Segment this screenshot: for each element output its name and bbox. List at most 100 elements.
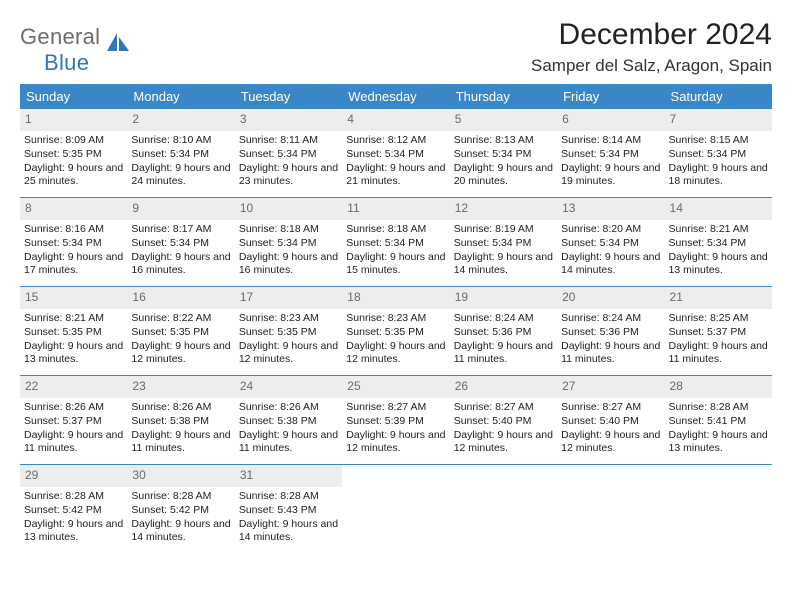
daylight-line: Daylight: 9 hours and 11 minutes. [669, 340, 768, 368]
sunrise-line: Sunrise: 8:28 AM [239, 490, 338, 504]
daylight-line: Daylight: 9 hours and 14 minutes. [239, 518, 338, 546]
sunset-line: Sunset: 5:35 PM [131, 326, 230, 340]
sunrise-line: Sunrise: 8:27 AM [561, 401, 660, 415]
day-number: 31 [235, 465, 342, 487]
sunset-line: Sunset: 5:34 PM [561, 237, 660, 251]
daylight-line: Daylight: 9 hours and 12 minutes. [131, 340, 230, 368]
dow-row: SundayMondayTuesdayWednesdayThursdayFrid… [20, 84, 772, 109]
day-number: 28 [665, 376, 772, 398]
day-number: 8 [20, 198, 127, 220]
sunset-line: Sunset: 5:38 PM [131, 415, 230, 429]
daylight-line: Daylight: 9 hours and 12 minutes. [454, 429, 553, 457]
daylight-line: Daylight: 9 hours and 14 minutes. [454, 251, 553, 279]
day-number: 23 [127, 376, 234, 398]
location: Samper del Salz, Aragon, Spain [531, 56, 772, 76]
sunset-line: Sunset: 5:34 PM [669, 237, 768, 251]
sunset-line: Sunset: 5:35 PM [24, 326, 123, 340]
sunrise-line: Sunrise: 8:23 AM [346, 312, 445, 326]
day-number: 25 [342, 376, 449, 398]
day-cell: 16Sunrise: 8:22 AMSunset: 5:35 PMDayligh… [127, 287, 234, 375]
daylight-line: Daylight: 9 hours and 14 minutes. [561, 251, 660, 279]
day-cell: 15Sunrise: 8:21 AMSunset: 5:35 PMDayligh… [20, 287, 127, 375]
day-cell: 31Sunrise: 8:28 AMSunset: 5:43 PMDayligh… [235, 465, 342, 553]
day-cell: 2Sunrise: 8:10 AMSunset: 5:34 PMDaylight… [127, 109, 234, 197]
daylight-line: Daylight: 9 hours and 18 minutes. [669, 162, 768, 190]
sunrise-line: Sunrise: 8:26 AM [239, 401, 338, 415]
sunset-line: Sunset: 5:36 PM [454, 326, 553, 340]
day-cell-empty [557, 465, 664, 553]
sunset-line: Sunset: 5:40 PM [561, 415, 660, 429]
dow-monday: Monday [127, 84, 234, 109]
sunset-line: Sunset: 5:34 PM [131, 148, 230, 162]
sunset-line: Sunset: 5:34 PM [346, 237, 445, 251]
day-cell: 8Sunrise: 8:16 AMSunset: 5:34 PMDaylight… [20, 198, 127, 286]
sunset-line: Sunset: 5:34 PM [669, 148, 768, 162]
sunset-line: Sunset: 5:34 PM [131, 237, 230, 251]
sunrise-line: Sunrise: 8:24 AM [561, 312, 660, 326]
day-cell: 27Sunrise: 8:27 AMSunset: 5:40 PMDayligh… [557, 376, 664, 464]
daylight-line: Daylight: 9 hours and 16 minutes. [131, 251, 230, 279]
daylight-line: Daylight: 9 hours and 23 minutes. [239, 162, 338, 190]
daylight-line: Daylight: 9 hours and 16 minutes. [239, 251, 338, 279]
day-number: 22 [20, 376, 127, 398]
day-number: 24 [235, 376, 342, 398]
sunrise-line: Sunrise: 8:11 AM [239, 134, 338, 148]
sunset-line: Sunset: 5:34 PM [561, 148, 660, 162]
sunset-line: Sunset: 5:40 PM [454, 415, 553, 429]
day-cell: 21Sunrise: 8:25 AMSunset: 5:37 PMDayligh… [665, 287, 772, 375]
sunset-line: Sunset: 5:35 PM [24, 148, 123, 162]
day-number: 1 [20, 109, 127, 131]
sunset-line: Sunset: 5:35 PM [346, 326, 445, 340]
week-row: 1Sunrise: 8:09 AMSunset: 5:35 PMDaylight… [20, 109, 772, 198]
sunrise-line: Sunrise: 8:28 AM [131, 490, 230, 504]
dow-sunday: Sunday [20, 84, 127, 109]
day-cell: 10 Sunrise: 8:18 AMSunset: 5:34 PMDayligh… [235, 198, 342, 286]
sunrise-line: Sunrise: 8:18 AM [239, 223, 338, 237]
sail-icon [105, 31, 131, 58]
day-number: 5 [450, 109, 557, 131]
day-number: 9 [127, 198, 234, 220]
sunrise-line: Sunrise: 8:21 AM [669, 223, 768, 237]
week-row: 15Sunrise: 8:21 AMSunset: 5:35 PMDayligh… [20, 287, 772, 376]
day-number: 10 [235, 198, 342, 220]
day-number: 4 [342, 109, 449, 131]
logo-word-blue: Blue [44, 50, 89, 75]
day-cell: 26Sunrise: 8:27 AMSunset: 5:40 PMDayligh… [450, 376, 557, 464]
day-cell: 24Sunrise: 8:26 AMSunset: 5:38 PMDayligh… [235, 376, 342, 464]
sunset-line: Sunset: 5:37 PM [24, 415, 123, 429]
sunrise-line: Sunrise: 8:18 AM [346, 223, 445, 237]
sunrise-line: Sunrise: 8:22 AM [131, 312, 230, 326]
day-cell: 28Sunrise: 8:28 AMSunset: 5:41 PMDayligh… [665, 376, 772, 464]
day-cell: 9Sunrise: 8:17 AMSunset: 5:34 PMDaylight… [127, 198, 234, 286]
day-cell: 30Sunrise: 8:28 AMSunset: 5:42 PMDayligh… [127, 465, 234, 553]
daylight-line: Daylight: 9 hours and 13 minutes. [24, 518, 123, 546]
daylight-line: Daylight: 9 hours and 12 minutes. [346, 340, 445, 368]
daylight-line: Daylight: 9 hours and 17 minutes. [24, 251, 123, 279]
sunrise-line: Sunrise: 8:27 AM [346, 401, 445, 415]
day-cell: 29Sunrise: 8:28 AMSunset: 5:42 PMDayligh… [20, 465, 127, 553]
dow-wednesday: Wednesday [342, 84, 449, 109]
sunset-line: Sunset: 5:36 PM [561, 326, 660, 340]
sunset-line: Sunset: 5:34 PM [454, 237, 553, 251]
dow-tuesday: Tuesday [235, 84, 342, 109]
daylight-line: Daylight: 9 hours and 12 minutes. [239, 340, 338, 368]
sunset-line: Sunset: 5:34 PM [239, 237, 338, 251]
daylight-line: Daylight: 9 hours and 12 minutes. [346, 429, 445, 457]
day-cell: 4Sunrise: 8:12 AMSunset: 5:34 PMDaylight… [342, 109, 449, 197]
day-number: 3 [235, 109, 342, 131]
sunrise-line: Sunrise: 8:13 AM [454, 134, 553, 148]
sunset-line: Sunset: 5:38 PM [239, 415, 338, 429]
dow-thursday: Thursday [450, 84, 557, 109]
day-cell: 19Sunrise: 8:24 AMSunset: 5:36 PMDayligh… [450, 287, 557, 375]
sunrise-line: Sunrise: 8:15 AM [669, 134, 768, 148]
week-row: 22Sunrise: 8:26 AMSunset: 5:37 PMDayligh… [20, 376, 772, 465]
sunrise-line: Sunrise: 8:24 AM [454, 312, 553, 326]
sunrise-line: Sunrise: 8:27 AM [454, 401, 553, 415]
header: General Blue December 2024 Samper del Sa… [20, 18, 772, 76]
daylight-line: Daylight: 9 hours and 13 minutes. [669, 251, 768, 279]
day-cell: 6Sunrise: 8:14 AMSunset: 5:34 PMDaylight… [557, 109, 664, 197]
day-number: 2 [127, 109, 234, 131]
day-cell: 12Sunrise: 8:19 AMSunset: 5:34 PMDayligh… [450, 198, 557, 286]
daylight-line: Daylight: 9 hours and 11 minutes. [24, 429, 123, 457]
daylight-line: Daylight: 9 hours and 11 minutes. [454, 340, 553, 368]
